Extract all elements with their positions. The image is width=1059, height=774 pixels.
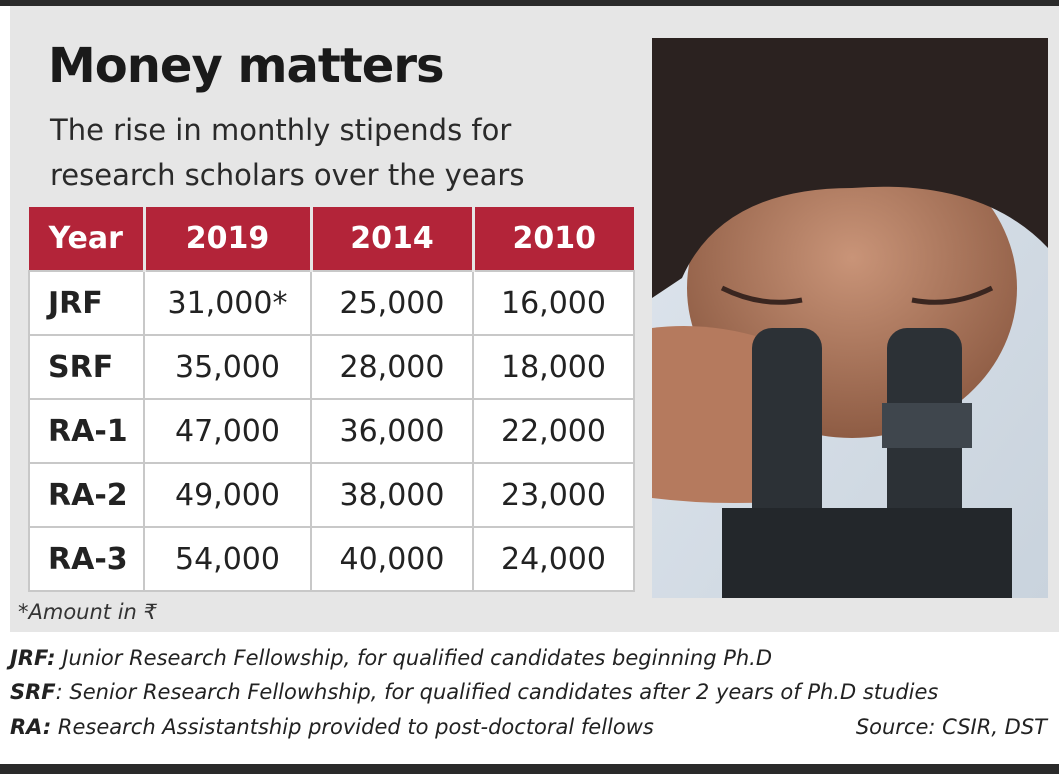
note: RA: Research Assistantship provided to p… <box>10 715 654 739</box>
note-abbr: SRF <box>10 680 56 704</box>
note-text: Junior Research Fellowship, for qualifie… <box>62 646 773 670</box>
source: Source: CSIR, DST <box>855 715 1047 739</box>
subtitle: research scholars over the years <box>50 158 525 192</box>
note: SRF: Senior Research Fellowhship, for qu… <box>10 680 938 704</box>
table-row: JRF 31,000* 25,000 16,000 <box>28 270 635 336</box>
top-bar <box>0 0 1059 6</box>
cell: 16,000 <box>472 270 635 336</box>
cell: 22,000 <box>472 398 635 464</box>
note-text: Research Assistantship provided to post-… <box>57 715 654 739</box>
note-text: : Senior Research Fellowhship, for quali… <box>55 680 939 704</box>
table-row: RA-1 47,000 36,000 22,000 <box>28 398 635 464</box>
note: JRF: Junior Research Fellowship, for qua… <box>10 646 772 670</box>
table-row: RA-3 54,000 40,000 24,000 <box>28 526 635 592</box>
cell: 18,000 <box>472 334 635 400</box>
cell: 31,000* <box>143 270 312 336</box>
cell: 54,000 <box>143 526 312 592</box>
footnote: *Amount in ₹ <box>18 600 157 624</box>
cell: 47,000 <box>143 398 312 464</box>
row-label: RA-3 <box>28 526 145 592</box>
column-header: Year <box>29 207 146 271</box>
column-header: 2010 <box>473 207 634 271</box>
subtitle: The rise in monthly stipends for <box>50 113 512 147</box>
cell: 49,000 <box>143 462 312 528</box>
cell: 28,000 <box>310 334 474 400</box>
cell: 25,000 <box>310 270 474 336</box>
cell: 24,000 <box>472 526 635 592</box>
row-label: JRF <box>28 270 145 336</box>
note-abbr: JRF: <box>10 646 56 670</box>
table-row: SRF 35,000 28,000 18,000 <box>28 334 635 400</box>
table-row: RA-2 49,000 38,000 23,000 <box>28 462 635 528</box>
cell: 40,000 <box>310 526 474 592</box>
bottom-bar <box>0 764 1059 774</box>
column-header: 2014 <box>311 207 475 271</box>
row-label: RA-2 <box>28 462 145 528</box>
cell: 36,000 <box>310 398 474 464</box>
row-label: RA-1 <box>28 398 145 464</box>
cell: 35,000 <box>143 334 312 400</box>
photo <box>652 38 1048 598</box>
cell: 38,000 <box>310 462 474 528</box>
cell: 23,000 <box>472 462 635 528</box>
stipend-table: Year 2019 2014 2010 JRF 31,000* 25,000 16,000 S… <box>28 207 635 592</box>
title: Money matters <box>48 38 445 94</box>
row-label: SRF <box>28 334 145 400</box>
note-abbr: RA: <box>10 715 52 739</box>
header-row: Year 2019 2014 2010 <box>29 207 634 271</box>
column-header: 2019 <box>144 207 313 271</box>
